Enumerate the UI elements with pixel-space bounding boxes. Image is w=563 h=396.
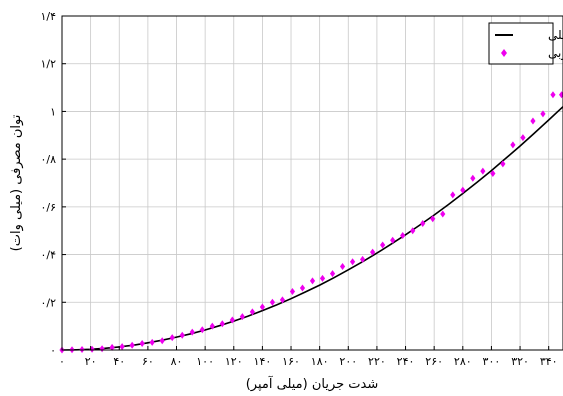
experimental-data-point xyxy=(480,167,486,175)
y-tick-label: ۰/۶ xyxy=(40,201,56,214)
experimental-data-point xyxy=(500,160,506,168)
experimental-data-point xyxy=(540,110,546,118)
plot-background xyxy=(62,16,563,350)
x-tick-label: ۲۴۰ xyxy=(397,355,415,368)
y-tick-label: ۱/۴ xyxy=(40,10,56,23)
experimental-data-point xyxy=(450,191,456,199)
x-tick-label: ۶۰ xyxy=(142,355,154,368)
experimental-data-point xyxy=(109,343,115,351)
x-tick-label: ۸۰ xyxy=(171,355,183,368)
legend: تحلیلی تجربی xyxy=(488,22,563,65)
y-tick-label: ۰/۸ xyxy=(40,153,56,166)
grid xyxy=(62,16,563,350)
x-tick-label: ۳۰۰ xyxy=(483,355,501,368)
series-layer xyxy=(59,91,563,354)
x-tick-label: ۲۶۰ xyxy=(425,355,443,368)
x-tick-label: ۴۰ xyxy=(113,355,125,368)
experimental-data-point xyxy=(440,210,446,218)
experimental-data-point xyxy=(309,277,316,285)
x-axis-title: شدت جریان (میلی آمپر) xyxy=(246,375,379,392)
experimental-data-point xyxy=(380,241,386,249)
experimental-data-point xyxy=(470,174,476,182)
y-tick-label: ۱/۲ xyxy=(40,58,56,71)
experimental-data-point xyxy=(390,236,396,244)
experimental-data-point xyxy=(558,91,563,99)
axis-ticks: ۰ ۲۰ ۴۰ ۶۰ ۸۰ ۱۰۰ ۱۲۰ ۱۴۰ ۱۶۰ ۱۸۰ ۲۰۰ ۲۲۰ ۲۴۰ ۲۶۰ ۲۸۰ ۳… xyxy=(40,10,557,368)
experimental-data-point xyxy=(360,255,366,263)
experimental-data-point xyxy=(490,169,496,177)
experimental-data-point xyxy=(119,343,125,351)
plot-frame xyxy=(61,15,563,351)
analytical-series-line xyxy=(61,106,563,351)
experimental-data-point xyxy=(99,345,105,353)
x-tick-label: ۱۸۰ xyxy=(311,355,329,368)
experimental-data-point xyxy=(520,134,526,142)
x-tick-label: ۳۲۰ xyxy=(511,355,529,368)
x-tick-label: ۱۰۰ xyxy=(196,355,214,368)
x-tick-label: ۱۶۰ xyxy=(282,355,300,368)
experimental-data-point xyxy=(269,298,276,306)
experimental-data-point xyxy=(400,231,406,239)
legend-label-experimental: تجربی xyxy=(548,46,563,61)
experimental-data-point xyxy=(319,274,326,282)
y-tick-label: ۰/۲ xyxy=(40,296,56,309)
x-tick-label: ۲۸۰ xyxy=(454,355,472,368)
legend-box xyxy=(488,22,554,65)
experimental-data-point xyxy=(370,248,376,256)
experimental-data-point xyxy=(410,227,416,235)
experimental-data-point xyxy=(189,328,195,336)
y-tick-label: ۰/۴ xyxy=(40,249,56,262)
x-tick-label: ۱۲۰ xyxy=(225,355,243,368)
x-tick-label: ۲۰۰ xyxy=(339,355,357,368)
experimental-data-point xyxy=(149,338,155,346)
x-tick-label: ۲۰ xyxy=(85,355,97,368)
experimental-data-point xyxy=(329,270,336,278)
experimental-data-point xyxy=(159,337,165,345)
experimental-data-point xyxy=(249,308,255,316)
experimental-data-point xyxy=(430,215,436,223)
experimental-data-point xyxy=(550,91,556,99)
experimental-data-point xyxy=(169,334,175,342)
legend-label-analytical: تحلیلی xyxy=(548,28,563,42)
experimental-data-point xyxy=(199,326,205,334)
experimental-data-point xyxy=(219,320,225,328)
experimental-data-point xyxy=(349,258,356,266)
x-tick-label: ۳۴۰ xyxy=(540,355,558,368)
experimental-data-point xyxy=(279,296,286,304)
experimental-data-point xyxy=(289,288,296,296)
x-tick-label: ۱۴۰ xyxy=(254,355,272,368)
experimental-data-point xyxy=(129,341,135,349)
experimental-data-point xyxy=(239,313,245,321)
experimental-data-point xyxy=(299,284,306,292)
experimental-data-point xyxy=(510,141,516,149)
experimental-data-point xyxy=(460,186,466,194)
y-tick-label: ۰ xyxy=(50,344,56,357)
experimental-data-point xyxy=(179,331,185,339)
experimental-data-point xyxy=(229,316,235,324)
legend-diamond-swatch xyxy=(501,49,507,57)
y-axis-title: توان مصرفی (میلی وات) xyxy=(9,114,24,251)
experimental-data-point xyxy=(259,303,265,311)
x-tick-label: ۲۲۰ xyxy=(368,355,386,368)
y-tick-label: ۱ xyxy=(50,105,56,118)
experimental-data-point xyxy=(339,263,346,270)
experimental-data-point xyxy=(139,340,145,348)
experimental-data-point xyxy=(530,117,536,125)
x-tick-label: ۰ xyxy=(59,355,65,368)
experimental-data-point xyxy=(420,220,426,228)
experimental-data-point xyxy=(209,322,215,330)
